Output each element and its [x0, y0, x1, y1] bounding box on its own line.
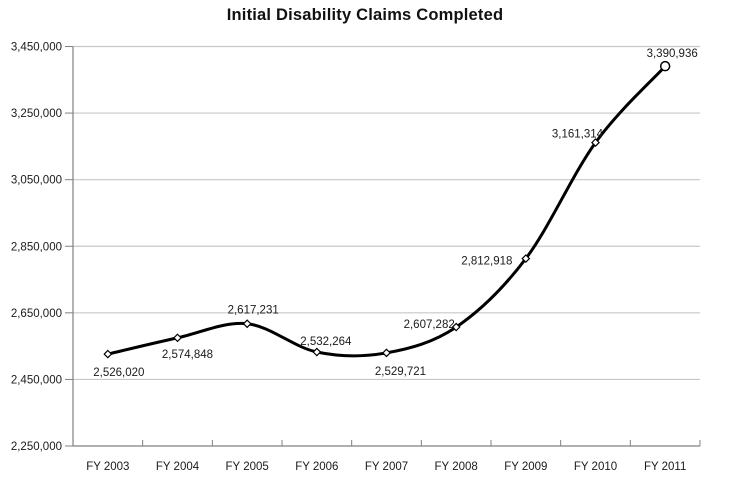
x-axis-category-label: FY 2006 [295, 461, 338, 473]
data-point-label: 3,390,936 [647, 48, 698, 60]
x-axis-category-label: FY 2009 [504, 461, 547, 473]
data-point-label: 3,161,314 [552, 129, 604, 141]
data-point-label: 2,812,918 [461, 256, 512, 268]
x-axis-category-label: FY 2003 [86, 461, 129, 473]
data-point-label: 2,532,264 [300, 336, 352, 348]
y-axis-tick-label: 2,250,000 [11, 441, 62, 453]
x-axis-category-label: FY 2008 [435, 461, 478, 473]
data-point-label: 2,526,020 [93, 367, 144, 379]
series-line [106, 64, 667, 358]
chart-title: Initial Disability Claims Completed [226, 6, 504, 24]
data-point-marker-diamond [173, 333, 182, 343]
data-point-marker-diamond [382, 348, 391, 358]
data-point-label: 2,529,721 [375, 366, 426, 378]
data-point-label: 2,574,848 [162, 349, 213, 361]
data-point-marker-diamond [451, 322, 461, 332]
data-point-marker-diamond [242, 319, 252, 329]
data-point-marker-diamond [521, 254, 531, 264]
x-axis-category-label: FY 2004 [156, 461, 200, 473]
data-point-label: 2,617,231 [228, 305, 279, 317]
y-axis-tick-label: 2,850,000 [11, 241, 62, 253]
y-axis-tick-label: 3,250,000 [11, 108, 62, 120]
y-axis-tick-label: 2,650,000 [11, 308, 62, 320]
data-point-marker-diamond [103, 349, 113, 359]
y-axis-tick-label: 3,050,000 [11, 175, 62, 187]
data-point-label: 2,607,282 [404, 319, 455, 331]
data-point-marker-diamond [312, 347, 322, 357]
data-point-marker-diamond [591, 138, 600, 148]
x-axis-category-label: FY 2011 [644, 461, 686, 473]
x-axis-category-label: FY 2005 [226, 461, 269, 473]
y-axis-tick-label: 3,450,000 [11, 42, 62, 54]
x-axis-category-label: FY 2007 [365, 461, 408, 473]
data-point-marker-circle [659, 60, 671, 72]
y-axis-tick-label: 2,450,000 [11, 374, 62, 386]
x-axis-category-label: FY 2010 [574, 461, 617, 473]
